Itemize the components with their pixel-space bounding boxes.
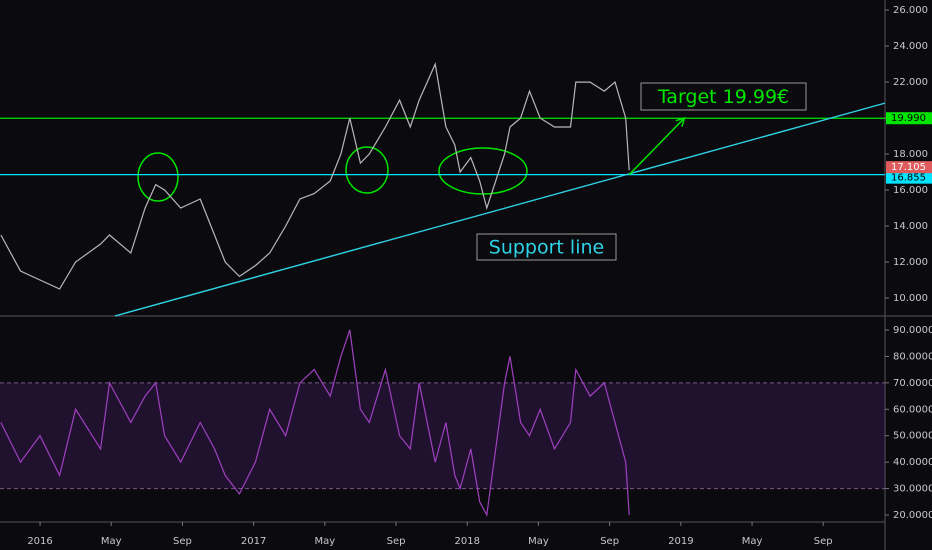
price-label-bg — [886, 112, 932, 125]
x-tick-label: 2018 — [455, 536, 480, 547]
y-tick-label: 80.0000 — [893, 351, 932, 362]
support-line — [114, 102, 886, 317]
y-tick-label: 22.000 — [893, 77, 928, 88]
annotation-text: Support line — [489, 237, 604, 259]
y-tick-label: 12.000 — [893, 257, 928, 268]
y-tick-label: 16.000 — [893, 185, 928, 196]
x-tick-label: Sep — [600, 536, 619, 547]
series-line — [0, 62, 630, 290]
x-tick-label: Sep — [173, 536, 192, 547]
y-tick-label: 14.000 — [893, 221, 928, 232]
y-tick-label: 26.000 — [893, 5, 928, 16]
price-label: 16.855 — [891, 173, 926, 184]
y-tick-label: 40.0000 — [893, 457, 932, 468]
last-price-label: 17.105 — [891, 162, 926, 173]
y-tick-label: 30.0000 — [893, 484, 932, 495]
y-tick-label: 90.0000 — [893, 325, 932, 336]
annotation-box — [476, 233, 617, 261]
y-tick-label: 24.000 — [893, 41, 928, 52]
x-tick-label: May — [101, 536, 122, 547]
y-tick-label: 18.000 — [893, 149, 928, 160]
y-tick-label: 50.0000 — [893, 431, 932, 442]
x-tick-label: Sep — [814, 536, 833, 547]
x-tick-label: May — [528, 536, 549, 547]
y-tick-label: 10.000 — [893, 293, 928, 304]
x-tick-label: 2019 — [668, 536, 693, 547]
x-tick-label: Sep — [387, 536, 406, 547]
arrow-head — [675, 116, 686, 127]
highlight-circle — [345, 146, 389, 194]
highlight-circle — [137, 152, 179, 202]
series-line — [0, 329, 630, 517]
x-tick-label: 2016 — [27, 536, 52, 547]
x-tick-label: May — [742, 536, 763, 547]
price-label-bg — [886, 171, 932, 184]
x-tick-label: 2017 — [241, 536, 266, 547]
annotation-text: Target 19.99€ — [657, 86, 789, 108]
annotation-box — [640, 82, 807, 111]
last-price-bg — [886, 161, 932, 174]
y-tick-label: 60.0000 — [893, 404, 932, 415]
y-tick-label: 20.0000 — [893, 510, 932, 521]
arrow-line — [628, 117, 685, 176]
y-tick-label: 70.0000 — [893, 378, 932, 389]
x-tick-label: May — [315, 536, 336, 547]
price-label: 19.990 — [891, 113, 926, 124]
